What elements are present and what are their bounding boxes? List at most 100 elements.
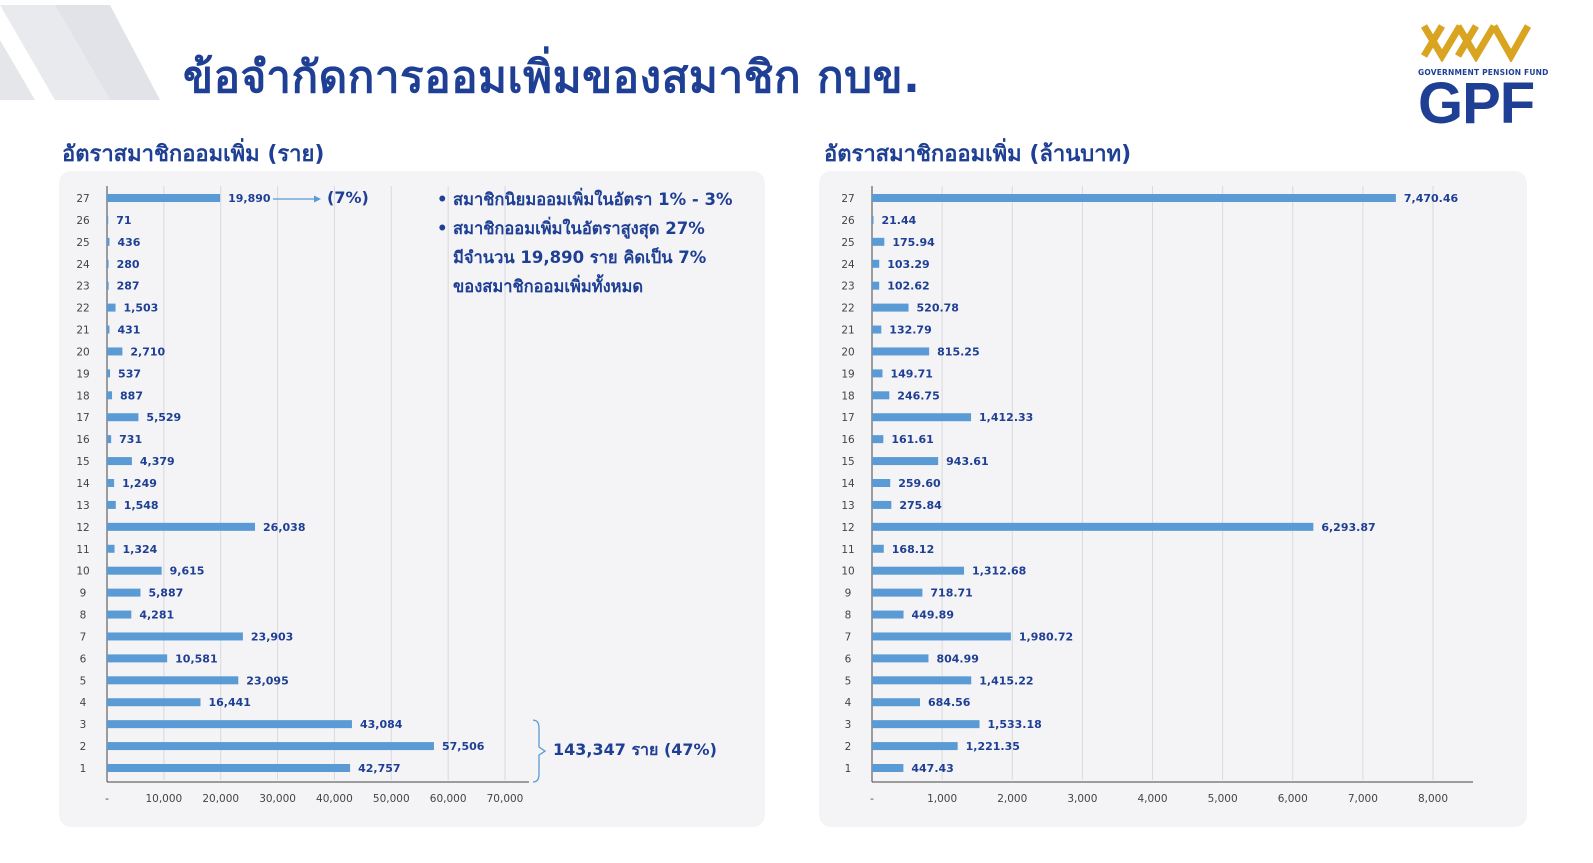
x-tick-label: 20,000 [202, 793, 239, 805]
value-label: 26,038 [263, 521, 305, 534]
value-label: 132.79 [889, 324, 931, 337]
category-label: 10 [841, 566, 854, 578]
category-label: 2 [80, 741, 87, 753]
bar [107, 610, 132, 619]
bar [107, 237, 110, 246]
bracket-icon [532, 719, 547, 783]
category-label: 3 [845, 719, 852, 731]
category-label: 18 [76, 390, 89, 402]
category-label: 24 [841, 259, 855, 271]
logo-wordmark: GPF [1418, 71, 1535, 136]
bar [107, 413, 139, 422]
category-label: 12 [841, 522, 854, 534]
bar [107, 742, 434, 751]
decorative-shapes [0, 5, 160, 100]
value-label: 168.12 [892, 543, 934, 556]
x-tick-label: 2,000 [997, 793, 1027, 805]
right-chart-title: อัตราสมาชิกออมเพิ่ม (ล้านบาท) [824, 142, 1132, 167]
category-label: 24 [76, 259, 90, 271]
value-label: 1,312.68 [972, 565, 1026, 578]
bar [107, 281, 109, 290]
x-tick-label: 3,000 [1067, 793, 1097, 805]
value-label: 1,533.18 [988, 718, 1042, 731]
value-label: 431 [117, 324, 140, 337]
category-label: 22 [841, 303, 854, 315]
value-label: 57,506 [442, 740, 485, 753]
bar [872, 544, 884, 553]
category-label: 20 [76, 346, 89, 358]
value-label: 1,548 [124, 499, 159, 512]
bar [872, 698, 921, 707]
bar [872, 588, 923, 597]
bar [872, 347, 930, 356]
note-line: สมาชิกออมเพิ่มในอัตราสูงสุด 27% [453, 219, 705, 238]
bar [872, 215, 874, 224]
value-label: 103.29 [887, 258, 929, 271]
value-label: 520.78 [917, 302, 959, 315]
value-label: 1,221.35 [966, 740, 1020, 753]
category-label: 17 [841, 412, 854, 424]
members-bar-chart: - 10,000 20,000 30,000 40,000 50,000 60,000 70,… [76, 186, 547, 805]
category-label: 11 [76, 544, 89, 556]
bar [872, 194, 1396, 202]
value-label: 102.62 [887, 280, 929, 293]
value-label: 5,887 [148, 587, 183, 600]
bar [872, 632, 1011, 641]
value-label: 887 [120, 389, 143, 402]
category-label: 16 [76, 434, 90, 446]
value-label: 23,095 [246, 674, 288, 687]
bar [107, 698, 201, 707]
bar [107, 303, 116, 312]
value-label: 16,441 [208, 696, 250, 709]
category-label: 8 [845, 610, 852, 622]
category-label: 5 [80, 675, 87, 687]
x-tick-label: 50,000 [373, 793, 410, 805]
bar [107, 588, 141, 597]
value-label: 9,615 [170, 565, 205, 578]
value-label: 1,249 [122, 477, 157, 490]
category-label: 8 [80, 610, 87, 622]
value-label: 684.56 [928, 696, 971, 709]
bar [872, 413, 972, 422]
category-label: 15 [76, 456, 89, 468]
category-label: 4 [845, 697, 852, 709]
bar [872, 391, 890, 400]
category-label: 27 [76, 193, 89, 205]
category-label: 1 [80, 763, 87, 775]
category-label: 23 [76, 281, 89, 293]
value-label: 815.25 [937, 345, 979, 358]
bar [872, 676, 972, 685]
value-label: 4,379 [140, 455, 175, 468]
note-line: สมาชิกนิยมออมเพิ่มในอัตรา 1% - 3% [453, 190, 733, 209]
category-label: 26 [841, 215, 855, 227]
category-label: 25 [76, 237, 89, 249]
x-tick-label: 40,000 [316, 793, 353, 805]
bar [872, 237, 885, 246]
category-label: 6 [845, 653, 852, 665]
x-tick-label: 4,000 [1137, 793, 1167, 805]
bar [107, 654, 168, 663]
x-tick-label: 10,000 [145, 793, 182, 805]
category-label: 14 [76, 478, 90, 490]
bar [107, 215, 109, 224]
amount-chart-panel: - 1,000 2,000 3,000 4,000 5,000 6,000 7,000 8,00… [819, 171, 1527, 827]
gpf-logo: GOVERNMENT PENSION FUND GPF [1418, 22, 1548, 136]
value-label: 1,412.33 [979, 411, 1033, 424]
xxv-mark-icon [1420, 24, 1532, 64]
value-label: 287 [117, 280, 140, 293]
x-tick-label: 8,000 [1418, 793, 1448, 805]
category-label: 27 [841, 193, 854, 205]
x-tick-label: 30,000 [259, 793, 296, 805]
bar [872, 281, 880, 290]
notes-list: สมาชิกนิยมออมเพิ่มในอัตรา 1% - 3% สมาชิกอ… [437, 185, 733, 301]
members-chart-panel: - 10,000 20,000 30,000 40,000 50,000 60,000 70,… [59, 171, 765, 827]
x-tick-label: 1,000 [927, 793, 957, 805]
value-label: 447.43 [911, 762, 953, 775]
bar [107, 391, 113, 400]
category-label: 25 [841, 237, 854, 249]
category-label: 14 [841, 478, 855, 490]
x-tick-label: 7,000 [1348, 793, 1378, 805]
category-label: 18 [841, 390, 854, 402]
category-label: 16 [841, 434, 855, 446]
category-label: 2 [845, 741, 852, 753]
